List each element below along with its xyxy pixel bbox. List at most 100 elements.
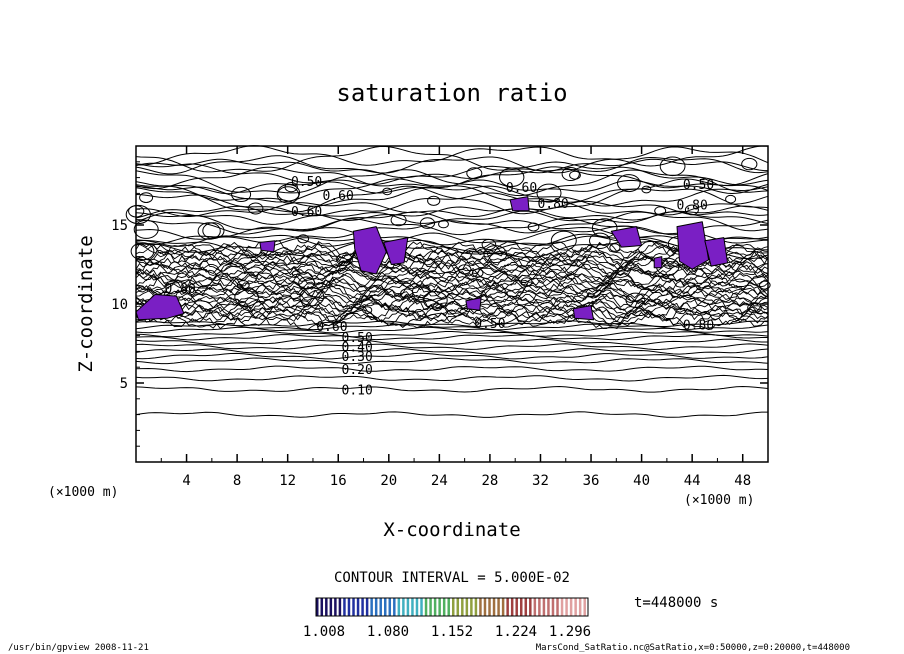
colorbar-stripe: [433, 598, 437, 616]
contour-cell: [589, 232, 611, 250]
colorbar-stripe: [356, 598, 360, 616]
x-tick-label: 36: [583, 473, 600, 489]
colorbar-stripe: [325, 598, 328, 616]
x-tick-label: 32: [532, 473, 549, 489]
colorbar-stripe: [456, 598, 460, 616]
colorbar-stripe: [578, 598, 582, 616]
colorbar-stripe: [438, 598, 441, 616]
colorbar-stripe: [361, 598, 364, 616]
contour-line: [135, 254, 769, 273]
contour-label: 0.80: [683, 319, 714, 334]
contour-cell: [759, 280, 771, 290]
chart-title: saturation ratio: [336, 79, 567, 107]
contour-cell: [139, 192, 154, 204]
contour-cell: [297, 234, 310, 244]
contour-line: [135, 211, 769, 234]
colorbar-stripe: [388, 598, 392, 616]
colorbar-stripe: [452, 598, 455, 616]
contour-line: [135, 330, 769, 338]
contour-cell: [298, 276, 316, 290]
contour-cell: [336, 253, 353, 266]
contour-line: [135, 250, 769, 268]
colorbar-stripe: [551, 598, 555, 616]
contour-line: [135, 169, 769, 197]
colorbar-stripe: [338, 598, 342, 616]
contour-cell: [471, 268, 484, 278]
contour-cell: [423, 291, 448, 310]
colorbar-stripe: [474, 598, 478, 616]
y-tick-label: 15: [111, 218, 128, 234]
contour-cell: [427, 195, 441, 206]
colorbar-stripe: [461, 598, 464, 616]
contour-label: 0.50: [291, 175, 322, 190]
colorbar-stripe: [424, 598, 428, 616]
contour-label: 0.50: [342, 331, 373, 346]
contour-cell: [591, 218, 618, 238]
colorbar-stripe: [447, 598, 450, 616]
x-tick-label: 44: [684, 473, 701, 489]
contour-cell: [382, 187, 393, 196]
contour-cell: [197, 222, 221, 240]
shaded-region: [653, 256, 663, 269]
shaded-region: [352, 226, 387, 275]
contour-line: [135, 338, 768, 346]
colorbar-stripe: [402, 598, 405, 616]
x-tick-label: 12: [279, 473, 296, 489]
x-tick-label: 24: [431, 473, 448, 489]
contour-cell: [617, 174, 641, 193]
colorbar-stripe: [529, 598, 532, 616]
colorbar-stripe: [542, 598, 546, 616]
shaded-region: [509, 196, 530, 212]
contour-line: [135, 293, 769, 311]
contour-cell: [466, 167, 483, 180]
colorbar-stripe: [442, 598, 446, 616]
contour-cell: [741, 157, 758, 171]
colorbar-stripe: [406, 598, 410, 616]
contour-line: [135, 155, 769, 175]
contour-line: [135, 158, 769, 179]
contour-line: [135, 217, 769, 236]
colorbar-stripe: [547, 598, 550, 616]
contour-label: 0.80: [677, 199, 708, 214]
contour-line: [135, 260, 769, 277]
colorbar-stripe: [524, 598, 528, 616]
contour-cell: [125, 204, 151, 225]
colorbar-stripe: [370, 598, 373, 616]
contour-cell: [481, 238, 497, 251]
colorbar-stripe: [411, 598, 414, 616]
contour-line: [135, 281, 769, 299]
contour-label: 0.40: [342, 341, 373, 356]
contour-cell: [438, 219, 449, 229]
contour-line: [135, 411, 768, 418]
colorbar-tick-label: 1.008: [303, 624, 345, 640]
contour-line: [135, 323, 769, 331]
colorbar-stripe: [384, 598, 387, 616]
y-tick-label: 5: [120, 376, 128, 392]
contour-cell: [684, 204, 699, 216]
contour-line: [136, 185, 769, 207]
contour-line: [135, 145, 769, 167]
x-tick-label: 40: [633, 473, 650, 489]
contour-line: [135, 326, 769, 334]
contour-line: [135, 306, 769, 324]
y-axis-label: Z-coordinate: [75, 235, 97, 372]
contour-label: 0.30: [342, 350, 373, 365]
colorbar-tick-label: 1.152: [431, 624, 473, 640]
colorbar-tick-label: 1.296: [549, 624, 591, 640]
contour-line: [135, 241, 769, 260]
contour-line: [135, 348, 769, 355]
contour-line: [135, 352, 769, 360]
contour-line: [135, 232, 769, 248]
colorbar-stripe: [510, 598, 514, 616]
contour-cell: [419, 217, 436, 229]
contour-cell: [625, 292, 646, 308]
contour-cell: [520, 277, 533, 287]
colorbar-stripe: [420, 598, 423, 616]
contour-line: [135, 219, 768, 244]
plot-area: 0.100.200.300.400.500.600.500.600.600.60…: [125, 145, 771, 463]
x-unit-left: (×1000 m): [48, 485, 118, 500]
colorbar-stripes: [316, 598, 586, 616]
colorbar-stripe: [569, 598, 573, 616]
contour-line: [135, 266, 769, 284]
